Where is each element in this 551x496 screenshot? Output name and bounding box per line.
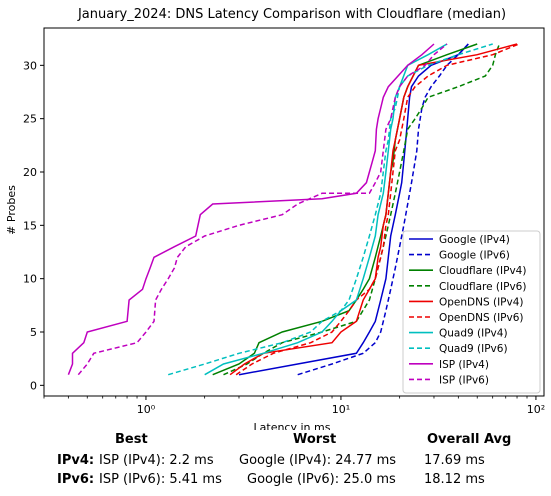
series-line-4 xyxy=(229,43,518,376)
x-tick-label: 10² xyxy=(527,403,545,416)
ipv4-best: ISP (IPv4): 2.2 ms xyxy=(99,453,214,468)
legend-label-2: Cloudflare (IPv4) xyxy=(439,265,526,277)
legend-label-1: Google (IPv6) xyxy=(439,250,510,262)
y-tick-label: 5 xyxy=(30,326,37,339)
x-axis-label: Latency in ms xyxy=(254,421,331,430)
legend-label-4: OpenDNS (IPv4) xyxy=(439,296,524,308)
ipv4-row-label: IPv4: xyxy=(57,453,95,468)
y-axis-label: # Probes xyxy=(5,185,18,235)
worst-header: Worst xyxy=(293,432,337,447)
latency-chart: January_2024: DNS Latency Comparison wit… xyxy=(5,7,545,430)
ipv6-worst: Google (IPv6): 25.0 ms xyxy=(247,472,396,487)
series-line-5 xyxy=(235,43,520,376)
legend-label-8: ISP (IPv4) xyxy=(439,359,489,371)
legend-label-3: Cloudflare (IPv6) xyxy=(439,281,526,293)
chart-title: January_2024: DNS Latency Comparison wit… xyxy=(77,7,506,22)
y-tick-label: 15 xyxy=(23,219,37,232)
plot-area: 0 5 10 15 20 25 30 10⁰ 10¹ 10² xyxy=(23,27,545,416)
legend-box xyxy=(402,230,541,394)
legend-label-5: OpenDNS (IPv6) xyxy=(439,312,524,324)
ipv6-best: ISP (IPv6): 5.41 ms xyxy=(99,472,222,487)
legend: Google (IPv4) Google (IPv6) Cloudflare (IP… xyxy=(402,230,541,394)
ipv6-row-label: IPv6: xyxy=(57,472,95,487)
legend-label-7: Quad9 (IPv6) xyxy=(439,343,508,355)
ipv6-avg: 18.12 ms xyxy=(424,472,485,487)
avg-header: Overall Avg xyxy=(427,432,512,447)
y-tick-label: 25 xyxy=(23,113,37,126)
y-tick-label: 10 xyxy=(23,273,37,286)
series-line-9 xyxy=(77,43,448,376)
x-tick-label: 10⁰ xyxy=(137,403,156,416)
y-tick-label: 0 xyxy=(30,379,37,392)
plot-frame xyxy=(43,27,545,397)
ipv4-avg: 17.69 ms xyxy=(424,453,485,468)
legend-label-9: ISP (IPv6) xyxy=(439,374,489,386)
legend-label-6: Quad9 (IPv4) xyxy=(439,328,508,340)
y-tick-label: 20 xyxy=(23,166,37,179)
best-header: Best xyxy=(115,432,148,447)
ipv4-worst: Google (IPv4): 24.77 ms xyxy=(239,453,397,468)
stats-table: Best Worst Overall Avg IPv4: ISP (IPv4):… xyxy=(0,428,551,496)
series-line-8 xyxy=(67,43,435,375)
series-line-0 xyxy=(238,43,469,376)
x-tick-label: 10¹ xyxy=(332,403,350,416)
legend-label-0: Google (IPv4) xyxy=(439,234,510,246)
y-tick-label: 30 xyxy=(23,59,37,72)
series-line-1 xyxy=(297,43,469,376)
